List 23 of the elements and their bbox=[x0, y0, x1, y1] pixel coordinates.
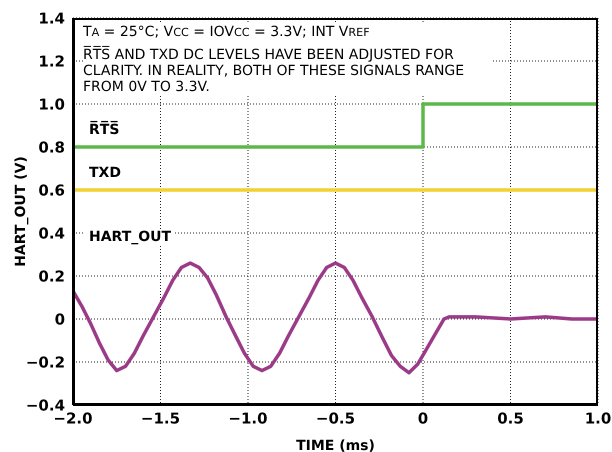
y-tick-label: 0.4 bbox=[38, 224, 65, 242]
y-tick-label: 1.4 bbox=[38, 9, 65, 28]
series-label: R̅T̅S̅ bbox=[85, 122, 124, 138]
x-tick-label: −0.5 bbox=[316, 410, 356, 428]
series-label: TXD bbox=[85, 164, 125, 181]
y-tick-label: 0 bbox=[54, 310, 65, 328]
y-tick-label: 1.2 bbox=[38, 52, 65, 70]
series-label: HART_OUT bbox=[85, 229, 176, 246]
y-tick-label: 0.8 bbox=[38, 138, 65, 156]
annotation: TA = 25°C; VCC = IOVCC = 3.3V; INT VREF bbox=[83, 24, 370, 40]
x-tick-label: 0 bbox=[418, 410, 428, 428]
y-tick-label: −0.2 bbox=[26, 353, 65, 372]
y-axis-title: HART_OUT (V) bbox=[12, 156, 29, 267]
x-tick-label: 0.5 bbox=[497, 410, 524, 428]
x-tick-label: −1.5 bbox=[140, 410, 180, 428]
y-tick-label: 0.6 bbox=[38, 181, 65, 200]
y-tick-label: 0.2 bbox=[38, 267, 65, 286]
line-series bbox=[73, 261, 598, 374]
y-tick-label: 1.0 bbox=[38, 95, 65, 114]
x-axis-title: TIME (ms) bbox=[296, 438, 375, 452]
x-tick-label: 1.0 bbox=[584, 410, 612, 428]
x-tick-label: −1.0 bbox=[228, 410, 268, 428]
annotation: R̅T̅S̅ AND TXD DC LEVELS HAVE BEEN ADJUSTED FOR CLARITY. IN REALITY, BOTH OF THESE SIGNALS RANGE FROM 0V TO 3.3V. bbox=[83, 47, 464, 95]
